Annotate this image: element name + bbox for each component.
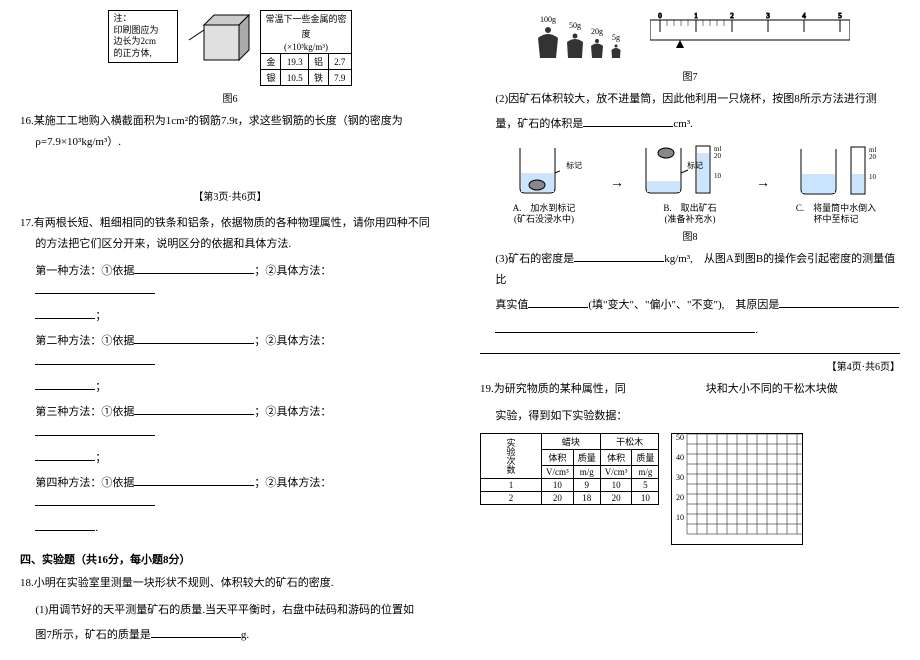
q17-m3: 第三种方法：①依据；②具体方法： <box>35 402 440 444</box>
svg-text:0: 0 <box>658 12 662 20</box>
q17-m4b: . <box>35 518 440 539</box>
ruler-icon: 0 1 2 3 4 5 <box>650 10 850 50</box>
q18-1b: 图7所示，矿石的质量是g. <box>35 625 440 646</box>
svg-text:20g: 20g <box>591 27 603 36</box>
q16: 16.某施工工地购入横截面积为1cm²的钢筋7.9t，求这些钢筋的长度（钢的密度… <box>20 111 440 153</box>
svg-text:1: 1 <box>694 12 698 20</box>
svg-text:100: 100 <box>714 172 721 180</box>
table-row: 1109105 <box>481 478 659 491</box>
q18-3b: 真实值(填"变大"、"偏小"、"不变"), 其原因是 <box>495 295 900 316</box>
svg-text:4: 4 <box>802 12 806 20</box>
svg-text:40: 40 <box>676 453 684 462</box>
cube-note-l1: 注： <box>113 13 173 25</box>
cube-note-l4: 的正方体, <box>113 48 173 60</box>
q17-m2: 第二种方法：①依据；②具体方法： <box>35 331 440 373</box>
svg-text:10: 10 <box>676 513 684 522</box>
q18-3c: . <box>495 320 900 341</box>
fig6-caption: 图6 <box>20 90 440 105</box>
svg-text:20: 20 <box>676 493 684 502</box>
svg-text:2: 2 <box>730 12 734 20</box>
table-row: 银10.5铁7.9 <box>261 70 351 86</box>
q18: 18.小明在实验室里测量一块形状不规则、体积较大的矿石的密度. <box>20 573 440 594</box>
page-note-3: 【第3页·共6页】 <box>20 188 440 203</box>
q17-m3b: ； <box>35 448 440 469</box>
q17-m1b: ； <box>35 306 440 327</box>
svg-text:200: 200 <box>714 152 721 160</box>
svg-text:3: 3 <box>766 12 770 20</box>
q17-m1: 第一种方法：①依据；②具体方法： <box>35 261 440 303</box>
q17-m2b: ； <box>35 377 440 398</box>
cube-note: 注： 印刷图应为 边长为2cm 的正方体, <box>108 10 178 63</box>
table-row: 金19.3铝2.7 <box>261 54 351 70</box>
data-table: 实验次数 蜡块 干松木 体积质量 体积质量 V/cm³m/g V/cm³m/g … <box>480 433 659 505</box>
table-row: 220182010 <box>481 491 659 504</box>
q18-3: (3)矿石的密度是kg/m³, 从图A到图B的操作会引起密度的测量值比 <box>495 249 900 291</box>
section-4: 四、实验题（共16分，每小题8分） <box>20 551 440 567</box>
svg-text:50: 50 <box>676 433 684 442</box>
svg-text:50g: 50g <box>569 21 581 30</box>
q19: 19.为研究物质的某种属性，同块和大小不同的干松木块做 <box>480 379 900 400</box>
cube-note-l3: 边长为2cm <box>113 36 173 48</box>
cube-icon <box>184 10 254 70</box>
divider <box>480 353 900 354</box>
cube-note-l2: 印刷图应为 <box>113 25 173 37</box>
q18-2: (2)因矿石体积较大，放不进量筒，因此他利用一只烧杯，按图8所示方法进行测 <box>495 89 900 110</box>
svg-text:100: 100 <box>869 173 876 181</box>
svg-text:200: 200 <box>869 153 876 161</box>
q19b: 实验，得到如下实验数据： <box>495 406 900 427</box>
svg-text:5: 5 <box>838 12 842 20</box>
density-table: 常温下一些金属的密 度 (×10³kg/m³) 金19.3铝2.7 银10.5铁… <box>260 10 351 86</box>
q17-m4: 第四种方法：①依据；②具体方法： <box>35 473 440 515</box>
beaker-figure: 标记 A. 加水到标记(矿石没浸水中) → ml 200 100 标记 B. 取… <box>480 143 900 226</box>
svg-text:30: 30 <box>676 473 684 482</box>
fig7-caption: 图7 <box>480 68 900 83</box>
page-note-4: 【第4页·共6页】 <box>480 358 900 373</box>
weights-icon: 100g 50g 20g 5g <box>530 10 650 60</box>
grid-chart: 50 40 30 20 10 <box>671 433 803 545</box>
svg-text:5g: 5g <box>612 33 620 42</box>
q18-1: (1)用调节好的天平测量矿石的质量.当天平平衡时，右盘中砝码和游码的位置如 <box>35 600 440 621</box>
q18-2b: 量，矿石的体积是cm³. <box>495 114 900 135</box>
svg-text:100g: 100g <box>540 15 556 24</box>
q17: 17.有两根长短、粗细相同的铁条和铝条，依据物质的各种物理属性，请你用四种不同的… <box>20 213 440 255</box>
q19-figure: 实验次数 蜡块 干松木 体积质量 体积质量 V/cm³m/g V/cm³m/g … <box>480 433 900 548</box>
fig8-caption: 图8 <box>480 228 900 243</box>
